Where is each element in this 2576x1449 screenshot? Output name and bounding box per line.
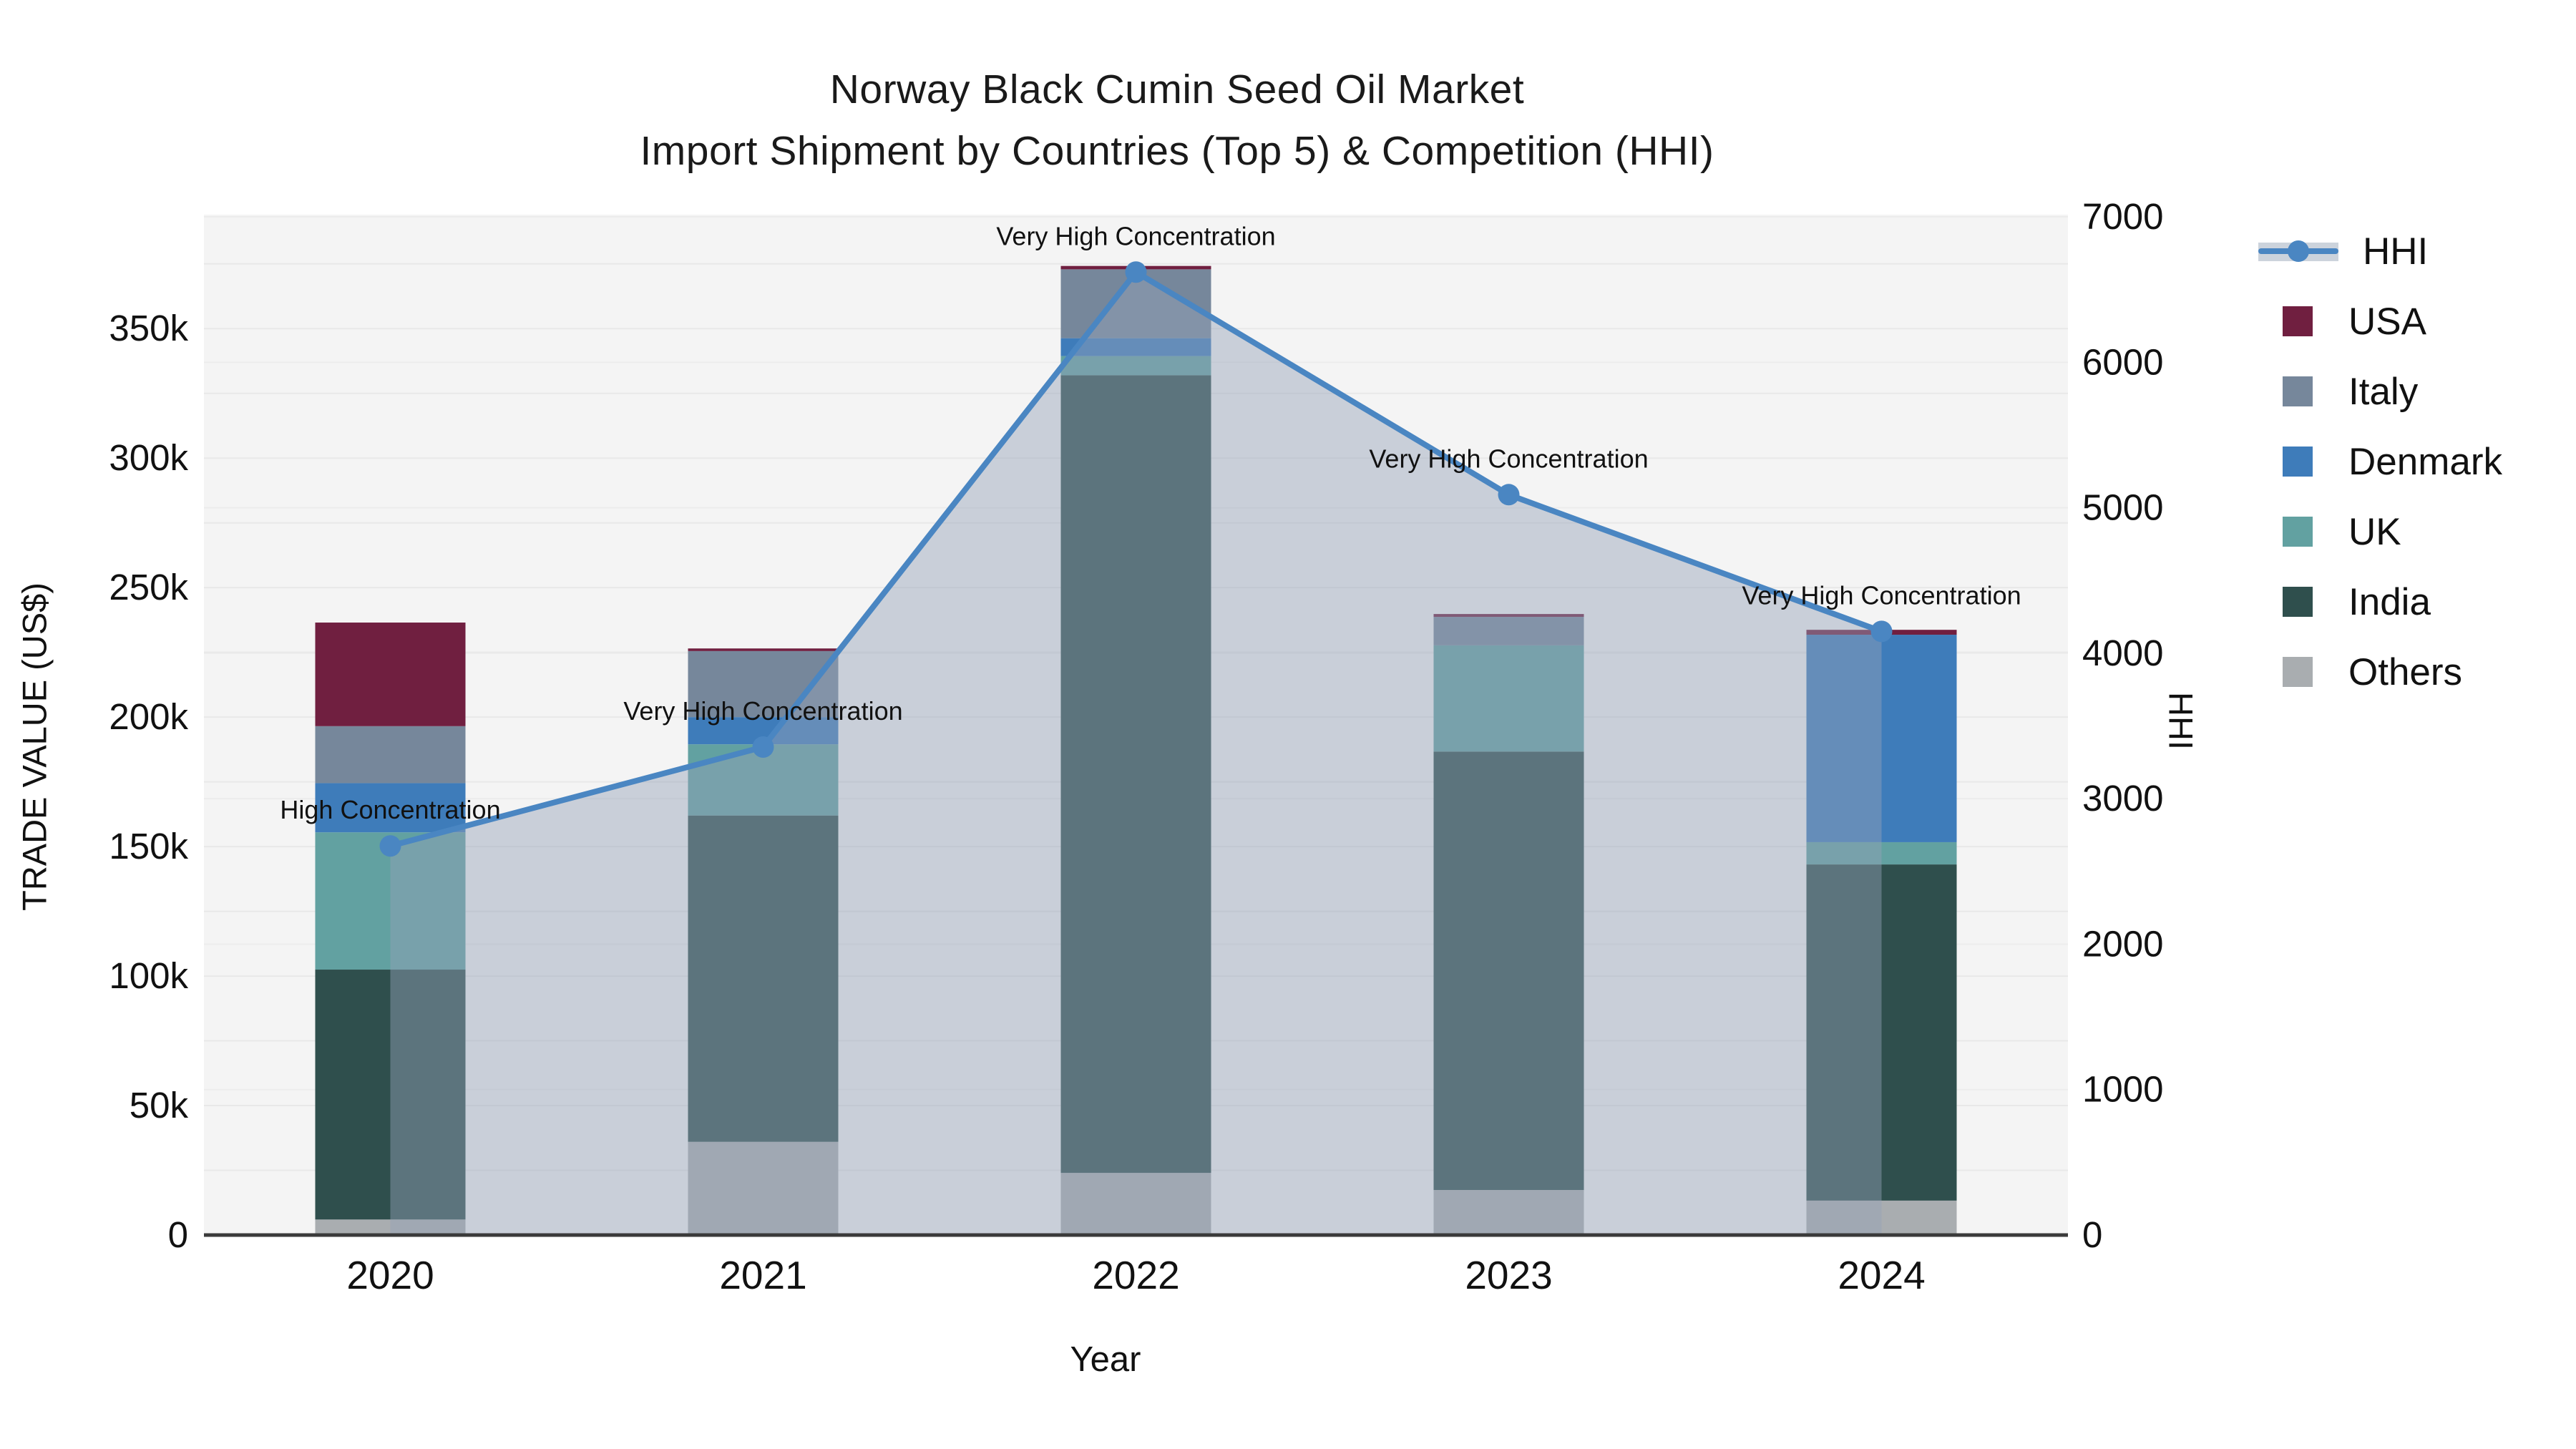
hhi-marker-2021 <box>752 736 774 758</box>
legend-item-label: Denmark <box>2348 440 2503 483</box>
y-right-tick-3000: 3000 <box>2082 778 2163 819</box>
annotation-2024: Very High Concentration <box>1742 580 2021 610</box>
hhi-marker-2020 <box>379 835 401 857</box>
legend-swatch-india <box>2283 587 2313 617</box>
bar-segment-india-2023 <box>1433 751 1584 1191</box>
bar-segment-italy-2023 <box>1433 617 1584 645</box>
bar-segment-uk-2024 <box>1806 841 1957 865</box>
bar-segment-others-2021 <box>688 1141 839 1235</box>
legend-item-hhi: HHI <box>2255 216 2502 286</box>
x-tick-2021: 2021 <box>719 1253 806 1297</box>
hhi-area-fill <box>390 272 1882 1236</box>
bar-segment-others-2022 <box>1060 1173 1211 1235</box>
chart-title-line-1: Norway Black Cumin Seed Oil Market <box>829 67 1525 112</box>
bar-segment-india-2024 <box>1806 864 1957 1201</box>
y-left-tick-250k: 250k <box>109 567 188 608</box>
hhi-marker-2023 <box>1498 484 1520 506</box>
legend-item-label: India <box>2348 580 2431 623</box>
hhi-marker-2022 <box>1125 261 1147 283</box>
bar-segment-india-2021 <box>688 815 839 1142</box>
legend-item-uk: UK <box>2255 497 2502 567</box>
y-left-tick-300k: 300k <box>109 437 188 478</box>
bar-segment-usa-2023 <box>1433 614 1584 618</box>
y-right-tick-5000: 5000 <box>2082 487 2163 528</box>
legend-item-usa: USA <box>2255 286 2502 356</box>
bar-segment-denmark-2020 <box>315 783 466 833</box>
y-right-tick-0: 0 <box>2082 1214 2102 1255</box>
bar-segment-india-2022 <box>1060 375 1211 1174</box>
y-left-tick-100k: 100k <box>109 955 188 996</box>
x-tick-2024: 2024 <box>1838 1253 1925 1297</box>
legend-item-india: India <box>2255 567 2502 637</box>
legend-swatch-uk <box>2283 517 2313 547</box>
y-right-tick-7000: 7000 <box>2082 196 2163 237</box>
legend-swatch-usa <box>2283 306 2313 336</box>
y-left-tick-200k: 200k <box>109 696 188 737</box>
legend-item-label: Others <box>2348 650 2463 693</box>
legend: HHI USA Italy Denmark UK India Others <box>2255 216 2502 707</box>
bar-segment-india-2020 <box>315 970 466 1220</box>
x-axis-title: Year <box>1070 1340 1141 1379</box>
legend-swatch-italy <box>2283 376 2313 406</box>
legend-item-others: Others <box>2255 637 2502 707</box>
y-right-tick-6000: 6000 <box>2082 341 2163 382</box>
y-right-tick-2000: 2000 <box>2082 923 2163 964</box>
bar-segment-italy-2020 <box>315 726 466 784</box>
y-axis-left-title: TRADE VALUE (US$) <box>15 582 54 911</box>
x-tick-2022: 2022 <box>1092 1253 1179 1297</box>
x-tick-2023: 2023 <box>1465 1253 1552 1297</box>
x-tick-2020: 2020 <box>346 1253 434 1297</box>
chart-title-line-2: Import Shipment by Countries (Top 5) & C… <box>640 128 1714 174</box>
legend-hhi-line-sample <box>2258 236 2338 266</box>
annotation-2021: Very High Concentration <box>623 696 902 726</box>
legend-item-label: HHI <box>2363 230 2429 273</box>
bar-segment-uk-2023 <box>1433 645 1584 752</box>
bar-segment-others-2024 <box>1806 1200 1957 1235</box>
y-left-tick-50k: 50k <box>130 1085 189 1126</box>
hhi-marker-2024 <box>1870 620 1893 643</box>
y-left-tick-150k: 150k <box>109 826 188 867</box>
y-left-tick-350k: 350k <box>109 308 188 348</box>
legend-item-italy: Italy <box>2255 356 2502 426</box>
legend-item-label: USA <box>2348 300 2426 343</box>
bar-segment-denmark-2024 <box>1806 635 1957 842</box>
bar-segment-denmark-2022 <box>1060 338 1211 356</box>
y-left-tick-0: 0 <box>168 1214 188 1255</box>
annotation-2023: Very High Concentration <box>1369 444 1648 473</box>
legend-item-label: Italy <box>2348 370 2419 413</box>
legend-swatch-others <box>2283 657 2313 687</box>
y-right-tick-4000: 4000 <box>2082 633 2163 673</box>
bar-segment-usa-2020 <box>315 623 466 726</box>
y-right-tick-1000: 1000 <box>2082 1069 2163 1110</box>
annotation-2020: High Concentration <box>280 795 500 824</box>
bar-segment-usa-2021 <box>688 648 839 651</box>
bar-segment-others-2020 <box>315 1219 466 1235</box>
bar-segment-uk-2022 <box>1060 356 1211 376</box>
legend-swatch-denmark <box>2283 447 2313 477</box>
y-axis-right-title: HHI <box>2162 692 2200 750</box>
legend-item-denmark: Denmark <box>2255 426 2502 497</box>
bar-segment-others-2023 <box>1433 1190 1584 1235</box>
legend-item-label: UK <box>2348 510 2401 553</box>
annotation-2022: Very High Concentration <box>996 221 1275 250</box>
